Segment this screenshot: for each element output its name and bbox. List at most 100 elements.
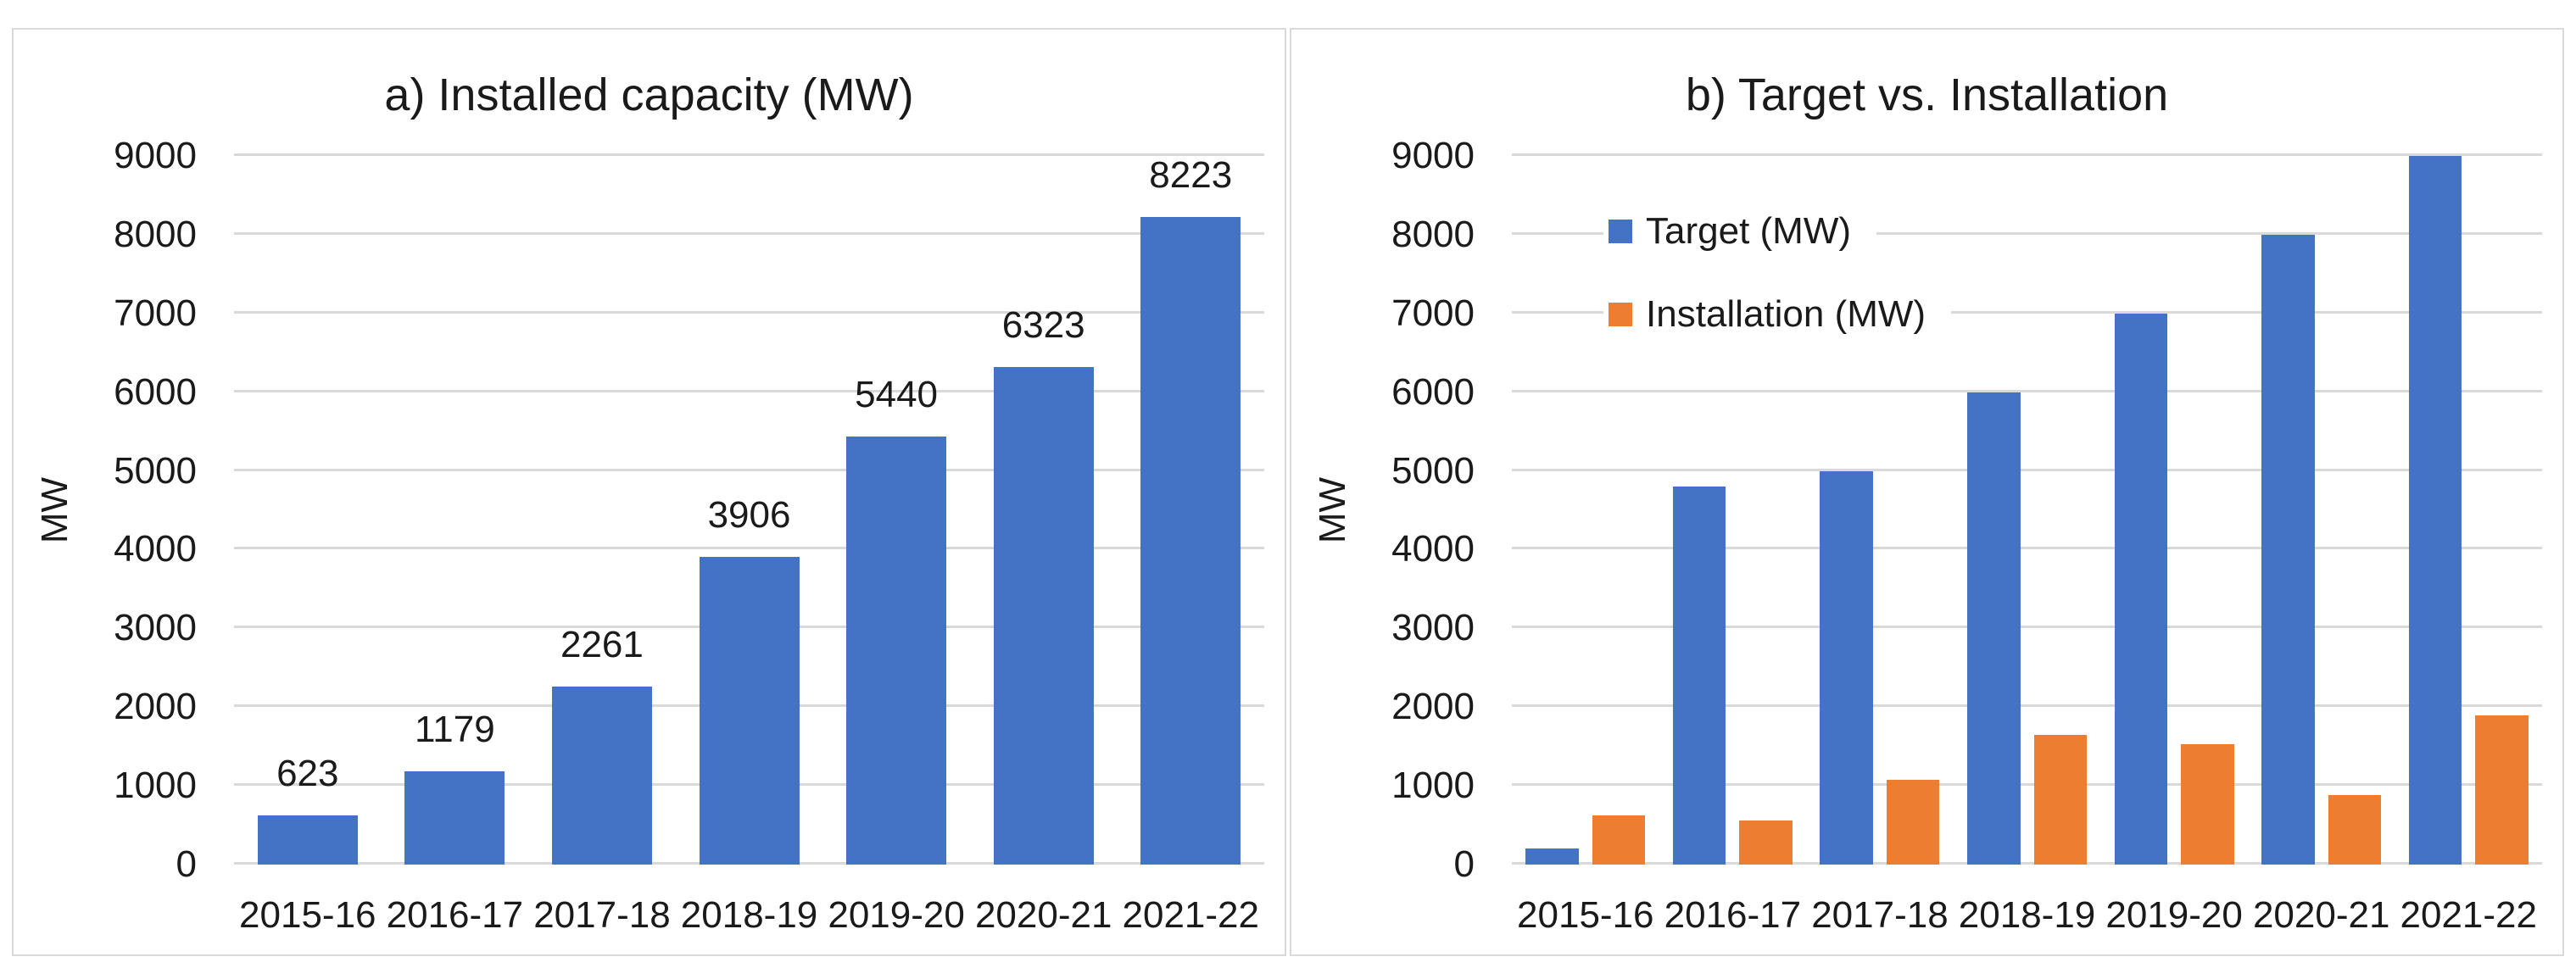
y-tick-label: 7000 bbox=[114, 292, 197, 334]
data-label: 2261 bbox=[560, 623, 644, 665]
data-label: 5440 bbox=[855, 373, 939, 415]
category-group bbox=[1512, 156, 1659, 865]
bar bbox=[2033, 735, 2087, 865]
x-tick-label: 2020-21 bbox=[2252, 894, 2390, 936]
y-tick-label: 0 bbox=[1453, 843, 1475, 885]
bar bbox=[2114, 313, 2168, 865]
bar: 623 bbox=[257, 754, 358, 865]
gridline bbox=[1512, 862, 2542, 865]
bar: 3906 bbox=[699, 496, 800, 865]
data-label: 3906 bbox=[707, 494, 791, 537]
chart-a-y-axis: 0 1000 2000 3000 4000 5000 6000 7000 8000 9000 bbox=[14, 135, 234, 885]
gridline bbox=[234, 468, 1264, 471]
gridline bbox=[1512, 310, 2542, 314]
y-tick-label: 5000 bbox=[114, 449, 197, 492]
bar bbox=[1820, 470, 1873, 865]
y-tick-label: 6000 bbox=[114, 370, 197, 413]
y-tick-label: 6000 bbox=[1391, 370, 1475, 413]
bar bbox=[1592, 815, 1646, 865]
y-tick-label: 9000 bbox=[1391, 135, 1475, 176]
category-group bbox=[2395, 156, 2542, 865]
category-group bbox=[1659, 156, 1807, 865]
x-tick-label: 2017-18 bbox=[533, 894, 671, 936]
gridline bbox=[234, 389, 1264, 392]
data-label: 6323 bbox=[1001, 303, 1085, 346]
y-tick-label: 1000 bbox=[1391, 765, 1475, 807]
chart-panel-b: b) Target vs. Installation MW 0 1000 2000 3… bbox=[1290, 28, 2564, 956]
y-tick-label: 1000 bbox=[114, 765, 197, 807]
gridline bbox=[1512, 389, 2542, 392]
x-tick-label: 2016-17 bbox=[1664, 894, 1802, 936]
category-group: 8223 bbox=[1117, 156, 1264, 865]
y-tick-label: 3000 bbox=[114, 607, 197, 649]
x-tick-label: 2019-20 bbox=[2105, 894, 2243, 936]
category-group: 1179 bbox=[382, 156, 529, 865]
chart-a-title: a) Installed capacity (MW) bbox=[384, 70, 914, 120]
data-label: 1179 bbox=[415, 709, 495, 751]
x-tick-label: 2018-19 bbox=[680, 894, 818, 936]
x-tick-label: 2015-16 bbox=[239, 894, 376, 936]
legend-item: Target (MW) bbox=[1603, 205, 1876, 258]
gridline bbox=[234, 153, 1264, 156]
bar: 2261 bbox=[551, 625, 652, 865]
chart-b-title: b) Target vs. Installation bbox=[1685, 70, 2169, 120]
x-tick-label: 2016-17 bbox=[386, 894, 524, 936]
y-tick-label: 9000 bbox=[114, 135, 197, 176]
x-tick-label: 2018-19 bbox=[1958, 894, 2096, 936]
category-group: 2261 bbox=[528, 156, 676, 865]
chart-panel-a: a) Installed capacity (MW) MW 0 1000 2000 3… bbox=[12, 28, 1286, 956]
bars-row: 623 1179 2261 3906 5440 6323 8223 bbox=[234, 156, 1264, 865]
category-group: 5440 bbox=[822, 156, 970, 865]
chart-b-x-axis: 2015-16 2016-17 2017-18 2018-19 2019-20 2020-… bbox=[1512, 893, 2542, 937]
bar bbox=[2408, 156, 2462, 865]
gridline bbox=[1512, 547, 2542, 550]
category-group: 623 bbox=[234, 156, 382, 865]
chart-a-plot-area: 623 1179 2261 3906 5440 6323 8223 bbox=[234, 153, 1264, 865]
bar: 8223 bbox=[1140, 156, 1241, 865]
legend-label: Target (MW) bbox=[1646, 210, 1851, 252]
legend-swatch bbox=[1609, 303, 1632, 326]
gridline bbox=[1512, 704, 2542, 708]
y-tick-label: 2000 bbox=[114, 686, 197, 728]
category-group bbox=[2248, 156, 2395, 865]
gridline bbox=[1512, 231, 2542, 235]
bar bbox=[1886, 779, 1940, 865]
y-tick-label: 7000 bbox=[1391, 292, 1475, 334]
x-tick-label: 2017-18 bbox=[1811, 894, 1949, 936]
bar bbox=[1739, 820, 1793, 865]
bar bbox=[2475, 715, 2529, 865]
bar: 5440 bbox=[846, 375, 947, 865]
x-tick-label: 2019-20 bbox=[828, 894, 965, 936]
bars-row bbox=[1512, 156, 2542, 865]
y-tick-label: 4000 bbox=[1391, 528, 1475, 570]
legend-item: Installation (MW) bbox=[1603, 288, 1952, 341]
chart-b-y-axis: 0 1000 2000 3000 4000 5000 6000 7000 8000 9000 bbox=[1291, 135, 1512, 885]
bar: 6323 bbox=[993, 305, 1094, 865]
data-label: 623 bbox=[276, 753, 339, 795]
legend: Target (MW) Installation (MW) bbox=[1603, 205, 1952, 341]
gridline bbox=[1512, 626, 2542, 629]
data-label: 8223 bbox=[1149, 154, 1233, 197]
gridline bbox=[1512, 783, 2542, 787]
bar bbox=[1967, 392, 2021, 865]
x-tick-label: 2021-22 bbox=[1122, 894, 1259, 936]
legend-label: Installation (MW) bbox=[1646, 293, 1926, 335]
bar bbox=[1525, 848, 1579, 865]
x-tick-label: 2015-16 bbox=[1517, 894, 1654, 936]
y-tick-label: 5000 bbox=[1391, 449, 1475, 492]
bar bbox=[2181, 743, 2234, 865]
chart-b-plot-area: Target (MW) Installation (MW) bbox=[1512, 153, 2542, 865]
bar bbox=[2328, 794, 2382, 865]
gridline bbox=[1512, 468, 2542, 471]
category-group bbox=[1806, 156, 1954, 865]
category-group: 6323 bbox=[970, 156, 1118, 865]
y-tick-label: 8000 bbox=[114, 213, 197, 255]
bar bbox=[1672, 487, 1726, 865]
gridline bbox=[234, 547, 1264, 550]
x-tick-label: 2020-21 bbox=[974, 894, 1112, 936]
gridline bbox=[234, 310, 1264, 314]
legend-swatch bbox=[1609, 220, 1632, 243]
category-group bbox=[1954, 156, 2101, 865]
y-tick-label: 2000 bbox=[1391, 686, 1475, 728]
